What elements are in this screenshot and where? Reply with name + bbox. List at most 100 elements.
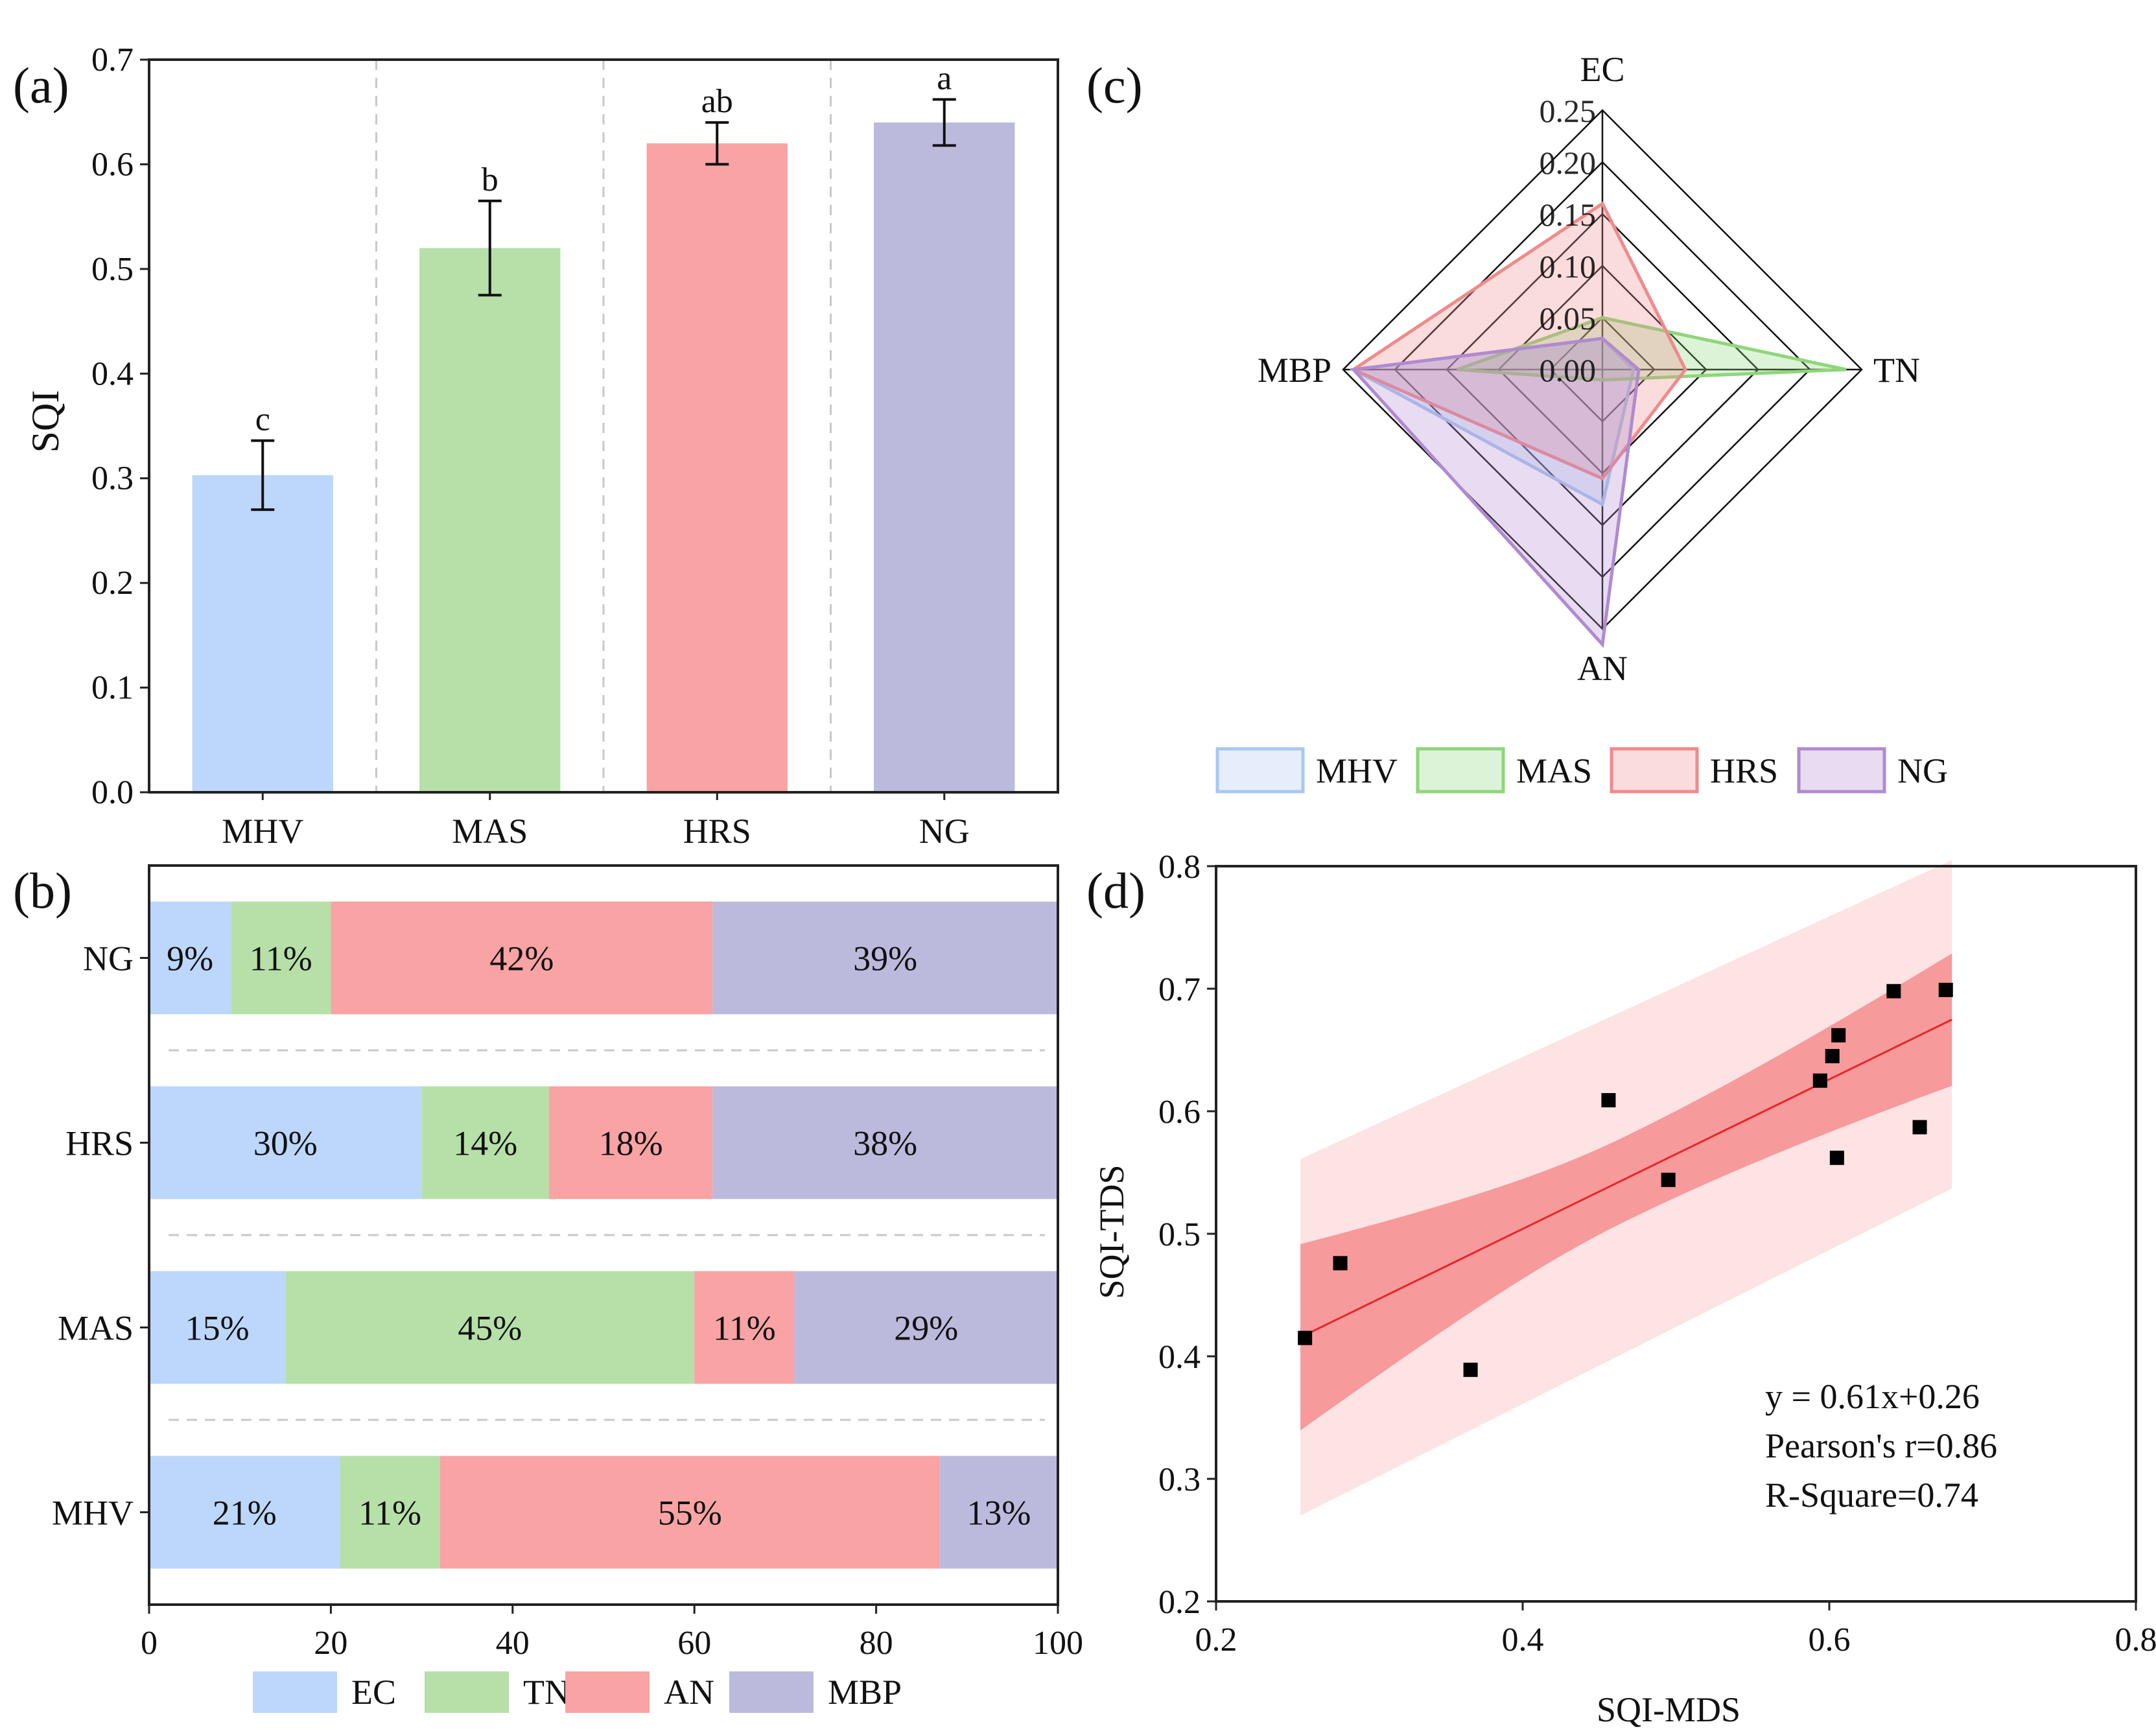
x-tick-label: 20 [314, 1625, 347, 1662]
segment-label: 9% [167, 939, 213, 978]
segment-label: 18% [599, 1124, 663, 1163]
y-tick-label: 0.3 [91, 460, 134, 497]
fit-annotation: Pearson's r=0.86 [1765, 1426, 1997, 1465]
x-tick-label: 60 [677, 1625, 711, 1662]
radar-series-ng [1350, 336, 1641, 648]
segment-label: 38% [853, 1124, 917, 1163]
radial-tick-label: 0.10 [1540, 248, 1597, 285]
significance-letter: b [482, 161, 498, 198]
legend-label: AN [664, 1673, 714, 1712]
legend-swatch-hrs [1610, 747, 1699, 794]
y-tick-label: 0.5 [1158, 1216, 1201, 1253]
panel-c-radar-chart: 0.00 0.05 0.10 0.15 0.20 0.25 EC TN AN MBP MHV MAS H… [1215, 50, 1948, 794]
segment-tn [285, 1271, 695, 1384]
radar-axis-label: MBP [1258, 351, 1331, 390]
x-tick-label: 80 [860, 1625, 893, 1662]
legend-label: MHV [1316, 751, 1398, 790]
panel-d-label: (d) [1086, 862, 1145, 919]
x-tick-label: 100 [1033, 1625, 1083, 1662]
y-tick-label: 0.3 [1158, 1461, 1201, 1498]
segment-an [439, 1456, 940, 1569]
segment-label: 15% [185, 1309, 250, 1348]
segment-label: 13% [967, 1494, 1031, 1533]
segment-an [694, 1271, 795, 1384]
segment-label: 39% [853, 939, 917, 978]
segment-label: 45% [458, 1309, 522, 1348]
segment-an [548, 1086, 713, 1199]
radial-tick-label: 0.20 [1540, 145, 1597, 181]
segment-label: 42% [489, 939, 554, 978]
radial-tick-label: 0.15 [1540, 196, 1597, 233]
radar-axis-label: TN [1873, 351, 1920, 390]
data-point [1601, 1092, 1616, 1107]
y-tick-label: MHV [52, 1494, 134, 1533]
x-tick-label: MAS [452, 812, 528, 851]
y-tick-label: 0.1 [91, 670, 134, 707]
radar-axis-label: AN [1577, 649, 1628, 688]
radar-series-mas [1457, 316, 1847, 382]
bar-hrs [646, 143, 788, 793]
panel-a-label: (a) [13, 57, 69, 113]
legend-label: MBP [828, 1673, 902, 1712]
segment-label: 21% [213, 1494, 277, 1533]
data-point [1298, 1330, 1313, 1345]
data-point [1886, 984, 1901, 998]
legend-swatch-ec [253, 1671, 337, 1713]
fit-annotation: R-Square=0.74 [1765, 1476, 1978, 1515]
radar-series-hrs [1350, 201, 1687, 481]
x-tick-label: NG [919, 812, 970, 851]
segment-ec [149, 1086, 422, 1199]
bar-mas [419, 248, 561, 793]
bar-mhv [192, 475, 333, 792]
significance-letter: c [255, 401, 270, 438]
y-tick-label: 0.4 [91, 355, 134, 392]
plot-frame [148, 58, 1059, 794]
y-tick-label: MAS [58, 1309, 134, 1348]
segment-tn [340, 1456, 440, 1569]
x-tick-label: 0.2 [1195, 1621, 1237, 1658]
segment-tn [421, 1086, 549, 1199]
plot-frame [148, 864, 1059, 1606]
data-point [1829, 1150, 1844, 1165]
legend-swatch-mbp [729, 1671, 814, 1713]
segment-label: 14% [453, 1124, 517, 1163]
segment-ec [149, 1271, 286, 1384]
segment-an [331, 901, 713, 1015]
y-tick-label: 0.0 [91, 774, 134, 811]
radar-axis-label: EC [1580, 50, 1624, 89]
segment-mbp [939, 1456, 1058, 1569]
y-tick-label: 0.4 [1158, 1339, 1201, 1376]
segment-mbp [794, 1271, 1058, 1384]
regression-line [1300, 1019, 1952, 1338]
panel-d-scatter-chart: 0.2 0.4 0.6 0.8 0.2 0.3 0.4 0.5 0.6 0.7 0.8 y = 0.6… [1158, 849, 2156, 1658]
panel-b-stacked-bar-chart: 9% 11% 42% 39% NG 30% 14% 18% 38% HRS 15% 45% 11% 29%… [52, 864, 1083, 1713]
panel-b-label: (b) [13, 862, 72, 919]
segment-mbp [712, 1086, 1058, 1199]
x-tick-label: 0.6 [1809, 1621, 1851, 1658]
legend-swatch-mas [1416, 747, 1505, 794]
segment-label: 11% [713, 1309, 776, 1348]
plot-frame [1215, 865, 2137, 1603]
y-tick-label: 0.5 [91, 251, 134, 288]
data-point [1812, 1073, 1827, 1088]
segment-label: 30% [253, 1124, 318, 1163]
radial-tick-label: 0.25 [1540, 93, 1597, 129]
panel-c-label: (c) [1086, 57, 1143, 113]
segment-label: 11% [358, 1494, 421, 1533]
x-tick-label: 0 [141, 1625, 158, 1662]
legend-swatch-an [565, 1671, 650, 1713]
panel-d-ylabel: SQI-TDS [1092, 1164, 1131, 1299]
y-tick-label: 0.6 [1158, 1094, 1201, 1131]
segment-ec [149, 901, 231, 1015]
fit-annotation: y = 0.61x+0.26 [1765, 1377, 1980, 1416]
panel-a-bar-chart: c MHV b MAS ab HRS a NG 0.0 0.1 0.2 0.3 0.4 0.5 0.6 0.7 [91, 41, 1059, 851]
x-tick-label: 40 [496, 1625, 530, 1662]
segment-mbp [712, 901, 1058, 1015]
legend-label: HRS [1710, 751, 1778, 790]
significance-letter: ab [701, 83, 733, 120]
segment-label: 29% [894, 1309, 958, 1348]
x-tick-label: 0.4 [1502, 1621, 1544, 1658]
segment-label: 55% [658, 1494, 722, 1533]
y-tick-label: NG [83, 939, 134, 978]
